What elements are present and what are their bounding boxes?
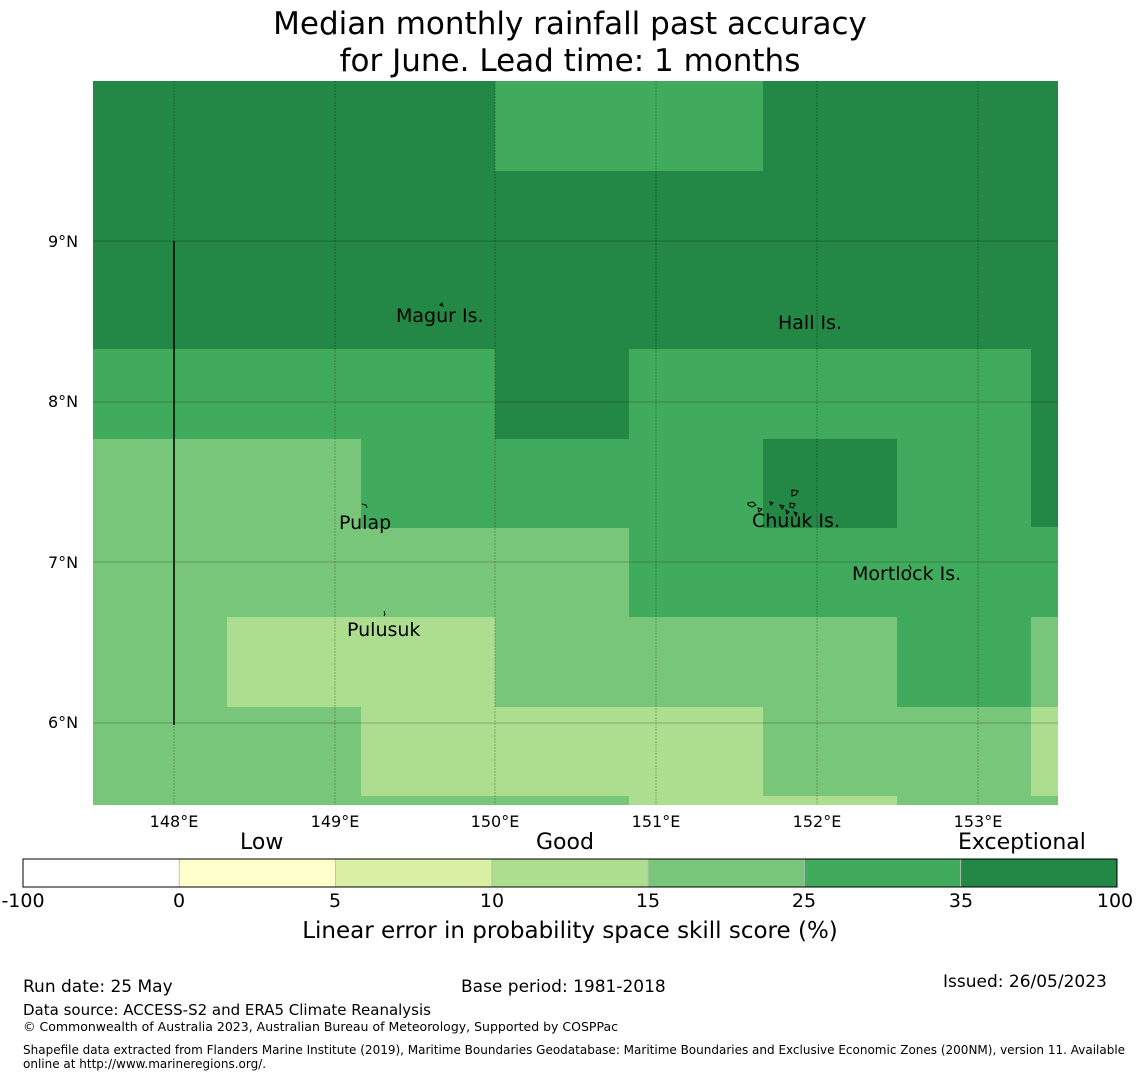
lon-label-153e: 153°E bbox=[953, 812, 1003, 831]
skill-cell bbox=[1031, 349, 1058, 527]
skill-cell bbox=[763, 439, 897, 528]
lat-label-9n: 9°N bbox=[48, 232, 79, 251]
shapefile-credit: Shapefile data extracted from Flanders M… bbox=[23, 1043, 1126, 1071]
lon-label-151e: 151°E bbox=[631, 812, 681, 831]
place-label-pulusuk: Pulusuk bbox=[347, 619, 421, 641]
colorbar-segment bbox=[647, 858, 805, 888]
title-line-1: Median monthly rainfall past accuracy bbox=[273, 6, 867, 42]
place-label-chuuk: Chuuk Is. bbox=[752, 510, 840, 532]
colorbar-tick: 0 bbox=[172, 890, 186, 912]
skill-cell bbox=[495, 439, 629, 528]
colorbar-segment bbox=[960, 858, 1118, 888]
skill-cell bbox=[629, 796, 763, 805]
lon-label-150e: 150°E bbox=[470, 812, 520, 831]
data-source: Data source: ACCESS-S2 and ERA5 Climate … bbox=[23, 1001, 431, 1019]
colorbar-category-exceptional: Exceptional bbox=[958, 830, 1086, 855]
colorbar-tick: 25 bbox=[791, 890, 817, 912]
island-outline bbox=[791, 489, 799, 497]
island-outline bbox=[779, 504, 785, 510]
island-outline bbox=[747, 501, 757, 508]
colorbar-category-good: Good bbox=[536, 830, 594, 855]
copyright: © Commonwealth of Australia 2023, Austra… bbox=[23, 1019, 618, 1034]
run-date: Run date: 25 May bbox=[23, 977, 173, 997]
colorbar-segment bbox=[804, 858, 962, 888]
colorbar-title: Linear error in probability space skill … bbox=[302, 918, 838, 944]
skill-cell bbox=[361, 796, 629, 805]
colorbar-tick: 10 bbox=[479, 890, 505, 912]
title-line-2: for June. Lead time: 1 months bbox=[339, 43, 801, 79]
base-period: Base period: 1981-2018 bbox=[461, 977, 666, 997]
colorbar-tick: 35 bbox=[948, 890, 974, 912]
lat-label-7n: 7°N bbox=[48, 553, 79, 572]
skill-cell bbox=[1031, 707, 1058, 796]
island-outline bbox=[908, 564, 912, 571]
colorbar-frame bbox=[22, 858, 1118, 888]
skill-cell bbox=[1031, 527, 1058, 617]
skill-cell bbox=[93, 349, 495, 439]
colorbar-tick: -100 bbox=[1, 890, 45, 912]
colorbar-segment bbox=[335, 858, 493, 888]
island-outline bbox=[785, 508, 790, 515]
colorbar-tick: 5 bbox=[328, 890, 342, 912]
island-outline bbox=[789, 502, 796, 509]
chart-title: Median monthly rainfall past accuracy fo… bbox=[0, 6, 1140, 80]
lon-label-149e: 149°E bbox=[310, 812, 360, 831]
island-outline bbox=[769, 501, 774, 506]
colorbar-segment bbox=[22, 858, 180, 888]
colorbar-category-low: Low bbox=[240, 830, 284, 855]
colorbar-segment bbox=[178, 858, 336, 888]
place-label-pulap: Pulap bbox=[339, 512, 392, 534]
skill-cell bbox=[361, 707, 763, 796]
lon-label-148e: 148°E bbox=[149, 812, 199, 831]
place-label-magur: Magur Is. bbox=[396, 305, 484, 327]
colorbar-tick: 100 bbox=[1096, 890, 1134, 912]
skill-cell bbox=[495, 349, 629, 439]
skill-cell bbox=[897, 617, 1031, 707]
skill-cell bbox=[763, 796, 897, 805]
place-label-mortlock: Mortlock Is. bbox=[852, 563, 962, 585]
island-outline bbox=[793, 511, 798, 518]
lat-label-8n: 8°N bbox=[48, 392, 79, 411]
island-outline bbox=[439, 302, 444, 307]
lat-label-6n: 6°N bbox=[48, 713, 79, 732]
lon-label-152e: 152°E bbox=[792, 812, 842, 831]
colorbar-tick: 15 bbox=[635, 890, 661, 912]
island-outline bbox=[383, 610, 386, 617]
skill-cell bbox=[227, 617, 495, 707]
place-label-hall: Hall Is. bbox=[778, 312, 843, 334]
colorbar-segment bbox=[491, 858, 649, 888]
island-outline bbox=[757, 507, 763, 513]
island-outline bbox=[361, 503, 368, 509]
issued-date: Issued: 26/05/2023 bbox=[943, 972, 1107, 992]
skill-cell bbox=[495, 81, 763, 171]
